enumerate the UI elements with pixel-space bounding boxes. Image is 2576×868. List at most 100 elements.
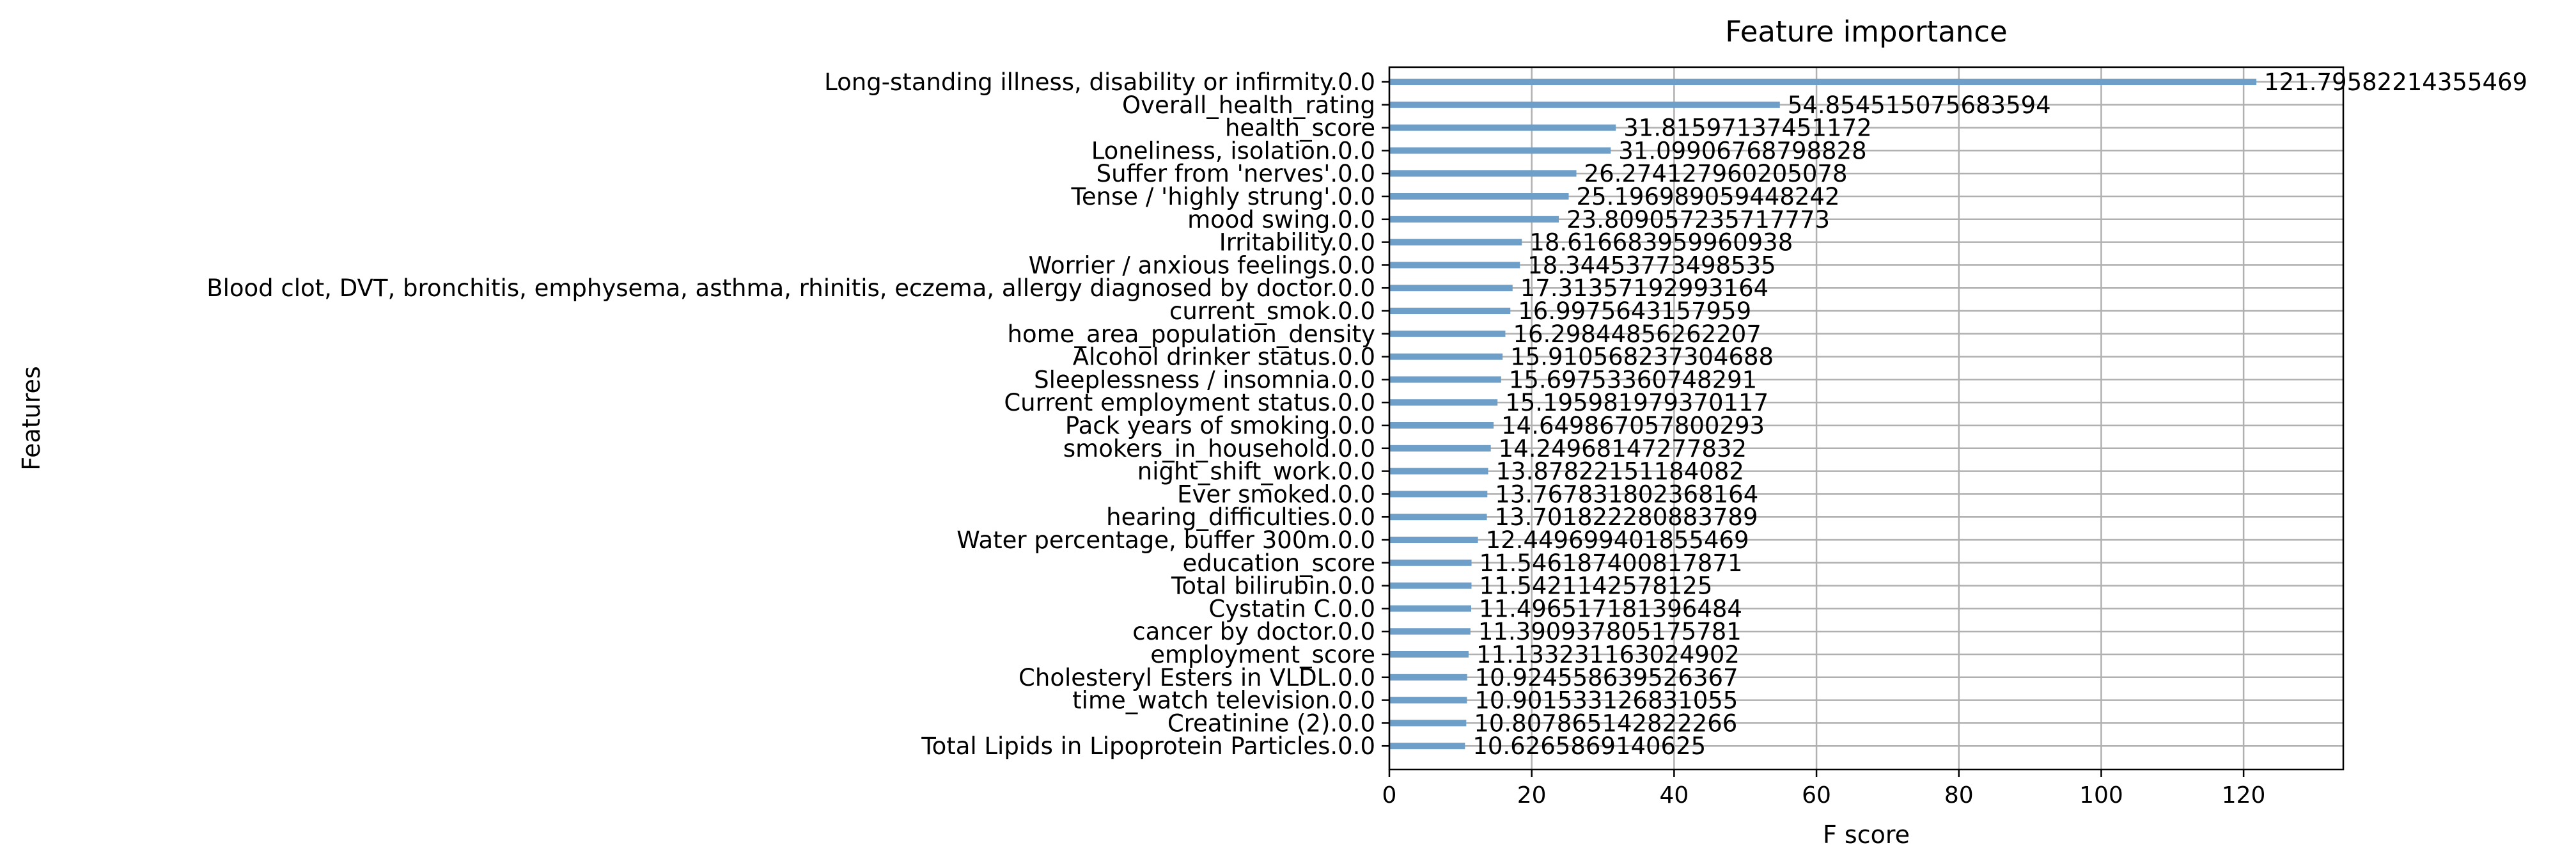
y-tick-label: current_smok.0.0	[1169, 297, 1375, 325]
bar	[1389, 239, 1522, 246]
bar	[1389, 285, 1513, 292]
y-tick-label: smokers_in_household.0.0	[1063, 435, 1375, 462]
bar	[1389, 376, 1501, 383]
data-label: 10.807865142822266	[1474, 709, 1737, 737]
bar	[1389, 514, 1487, 521]
data-label: 11.5421142578125	[1479, 572, 1713, 600]
data-label: 10.924558639526367	[1475, 664, 1738, 691]
x-tick-label: 0	[1382, 782, 1397, 809]
data-label: 11.496517181396484	[1479, 595, 1742, 622]
data-label: 54.854515075683594	[1788, 91, 2051, 119]
y-axis-title: Features	[17, 366, 45, 470]
y-tick-label: Overall_health_rating	[1122, 91, 1375, 119]
bar	[1389, 674, 1467, 681]
bar	[1389, 193, 1569, 200]
y-tick-label: Alcohol drinker status.0.0	[1073, 343, 1375, 371]
chart-title: Feature importance	[1725, 15, 2007, 49]
bar	[1389, 445, 1491, 452]
data-label: 16.9975643157959	[1518, 297, 1751, 325]
data-label: 25.196989059448242	[1577, 183, 1840, 210]
y-tick-label: night_shift_work.0.0	[1137, 458, 1375, 485]
bar	[1389, 262, 1520, 269]
y-tick-label: Suffer from 'nerves'.0.0	[1097, 160, 1375, 187]
data-label: 17.31357192993164	[1520, 274, 1768, 302]
data-label: 10.901533126831055	[1474, 687, 1738, 714]
bar	[1389, 720, 1467, 727]
bar	[1389, 743, 1465, 750]
bar	[1389, 605, 1472, 612]
value-labels: 121.79582214355469 54.85451507568359431.8…	[1472, 68, 2527, 760]
x-axis-ticks: 0 20 40 60 80 100 120	[1382, 769, 2266, 809]
bar	[1389, 353, 1503, 360]
x-tick-label: 40	[1659, 782, 1689, 809]
data-label: 18.34453773498535	[1527, 251, 1776, 279]
data-label: 13.767831802368164	[1495, 480, 1758, 508]
data-label: 23.809057235717773	[1566, 206, 1830, 233]
y-tick-label: Creatinine (2).0.0	[1167, 709, 1375, 737]
data-label: 121.79582214355469	[2264, 68, 2527, 96]
bar	[1389, 468, 1488, 475]
y-tick-label: Total bilirubin.0.0	[1171, 572, 1375, 600]
bar	[1389, 101, 1780, 108]
data-label: 12.449699401855469	[1486, 526, 1749, 554]
bar	[1389, 582, 1472, 589]
data-label: 18.616683959960938	[1529, 229, 1793, 256]
y-tick-label: Sleeplessness / insomnia.0.0	[1034, 366, 1375, 393]
bar	[1389, 147, 1611, 154]
y-tick-label: Worrier / anxious feelings.0.0	[1029, 251, 1375, 279]
data-label: 14.649867057800293	[1501, 412, 1765, 439]
y-tick-label: employment_score	[1150, 641, 1375, 668]
bar	[1389, 537, 1478, 543]
y-tick-label: education_score	[1182, 549, 1375, 577]
data-label: 13.87822151184082	[1496, 458, 1744, 485]
y-tick-label: Tense / 'highly strung'.0.0	[1071, 183, 1376, 210]
y-tick-label: health_score	[1225, 114, 1375, 142]
data-label: 14.24968147277832	[1499, 435, 1747, 462]
x-tick-label: 100	[2079, 782, 2123, 809]
data-label: 11.133231163024902	[1476, 641, 1740, 668]
y-tick-label: home_area_population_density	[1008, 320, 1375, 348]
bar	[1389, 308, 1511, 314]
data-label: 31.81597137451172	[1623, 114, 1871, 142]
data-label: 11.546187400817871	[1479, 549, 1743, 577]
data-label: 11.390937805175781	[1478, 618, 1742, 645]
y-axis-labels: Long-standing illness, disability or inf…	[207, 68, 1389, 760]
bar	[1389, 628, 1471, 635]
y-tick-label: Blood clot, DVT, bronchitis, emphysema, …	[207, 274, 1375, 302]
y-tick-label: Loneliness, isolation.0.0	[1091, 137, 1375, 164]
data-label: 15.195981979370117	[1505, 389, 1768, 416]
x-tick-label: 20	[1517, 782, 1547, 809]
bar	[1389, 216, 1559, 223]
x-tick-label: 80	[1944, 782, 1974, 809]
data-label: 31.09906768798828	[1618, 137, 1866, 164]
data-label: 15.69753360748291	[1509, 366, 1757, 393]
data-label: 10.6265869140625	[1472, 732, 1706, 760]
y-tick-label: Current employment status.0.0	[1004, 389, 1375, 416]
bar	[1389, 79, 2257, 85]
data-label: 26.274127960205078	[1584, 160, 1848, 187]
data-label: 15.910568237304688	[1510, 343, 1774, 371]
bar	[1389, 422, 1494, 429]
x-tick-label: 60	[1802, 782, 1831, 809]
y-tick-label: Long-standing illness, disability or inf…	[824, 68, 1375, 96]
bar	[1389, 124, 1616, 131]
plot-frame	[1388, 66, 2345, 771]
y-tick-label: time_watch television.0.0	[1072, 687, 1375, 714]
y-tick-label: hearing_difficulties.0.0	[1106, 503, 1375, 531]
y-tick-label: Ever smoked.0.0	[1177, 480, 1375, 508]
bars-layer	[1389, 79, 2257, 750]
y-tick-label: mood swing.0.0	[1187, 206, 1375, 233]
y-tick-label: Irritability.0.0	[1219, 229, 1375, 256]
bar	[1389, 651, 1469, 658]
bar	[1389, 170, 1577, 177]
x-tick-label: 120	[2222, 782, 2266, 809]
y-tick-label: Water percentage, buffer 300m.0.0	[956, 526, 1375, 554]
y-tick-label: Cystatin C.0.0	[1208, 595, 1375, 622]
bar	[1389, 330, 1506, 337]
data-label: 13.701822280883789	[1495, 503, 1758, 531]
y-tick-label: Pack years of smoking.0.0	[1065, 412, 1375, 439]
y-tick-label: Cholesteryl Esters in VLDL.0.0	[1019, 664, 1375, 691]
y-tick-label: cancer by doctor.0.0	[1132, 618, 1375, 645]
bar	[1389, 559, 1472, 566]
